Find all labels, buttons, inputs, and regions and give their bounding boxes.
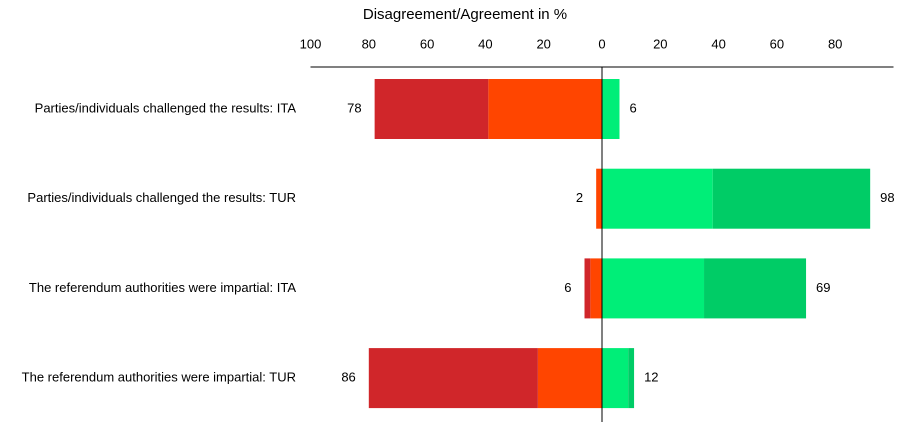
x-tick-label: 40 xyxy=(711,36,725,51)
category-label: Parties/individuals challenged the resul… xyxy=(35,100,297,115)
bar-segment xyxy=(712,168,871,229)
right-label: 98 xyxy=(880,190,894,205)
bar-segment xyxy=(602,258,705,319)
x-tick-label: 20 xyxy=(536,36,550,51)
left-label: 78 xyxy=(347,100,361,115)
bar-segment xyxy=(602,168,713,229)
x-tick-label: 40 xyxy=(478,36,492,51)
bar-segment xyxy=(584,258,591,319)
right-label: 12 xyxy=(644,370,658,385)
bar-segment xyxy=(488,79,602,139)
category-label: The referendum authorities were impartia… xyxy=(22,370,296,385)
left-label: 86 xyxy=(341,370,355,385)
bar-segment xyxy=(704,258,807,319)
left-label: 2 xyxy=(576,190,583,205)
x-tick-label: 0 xyxy=(598,36,605,51)
bar-segment xyxy=(602,348,629,409)
bar-segment xyxy=(602,79,620,139)
x-tick-label: 60 xyxy=(420,36,434,51)
bar-segment xyxy=(374,79,489,139)
x-tick-label: 20 xyxy=(653,36,667,51)
bar-segment xyxy=(628,348,635,409)
bar-segment xyxy=(596,168,602,229)
right-label: 6 xyxy=(629,100,636,115)
category-label: The referendum authorities were impartia… xyxy=(29,280,296,295)
right-label: 69 xyxy=(816,280,830,295)
bar-segment xyxy=(537,348,602,409)
x-tick-label: 60 xyxy=(770,36,784,51)
bar-segment xyxy=(590,258,602,319)
x-tick-label: 100 xyxy=(300,36,322,51)
chart-title: Disagreement/Agreement in % xyxy=(363,6,567,23)
bar-segment xyxy=(368,348,538,409)
x-tick-label: 80 xyxy=(362,36,376,51)
category-label: Parties/individuals challenged the resul… xyxy=(27,190,296,205)
left-label: 6 xyxy=(564,280,571,295)
x-tick-label: 80 xyxy=(828,36,842,51)
